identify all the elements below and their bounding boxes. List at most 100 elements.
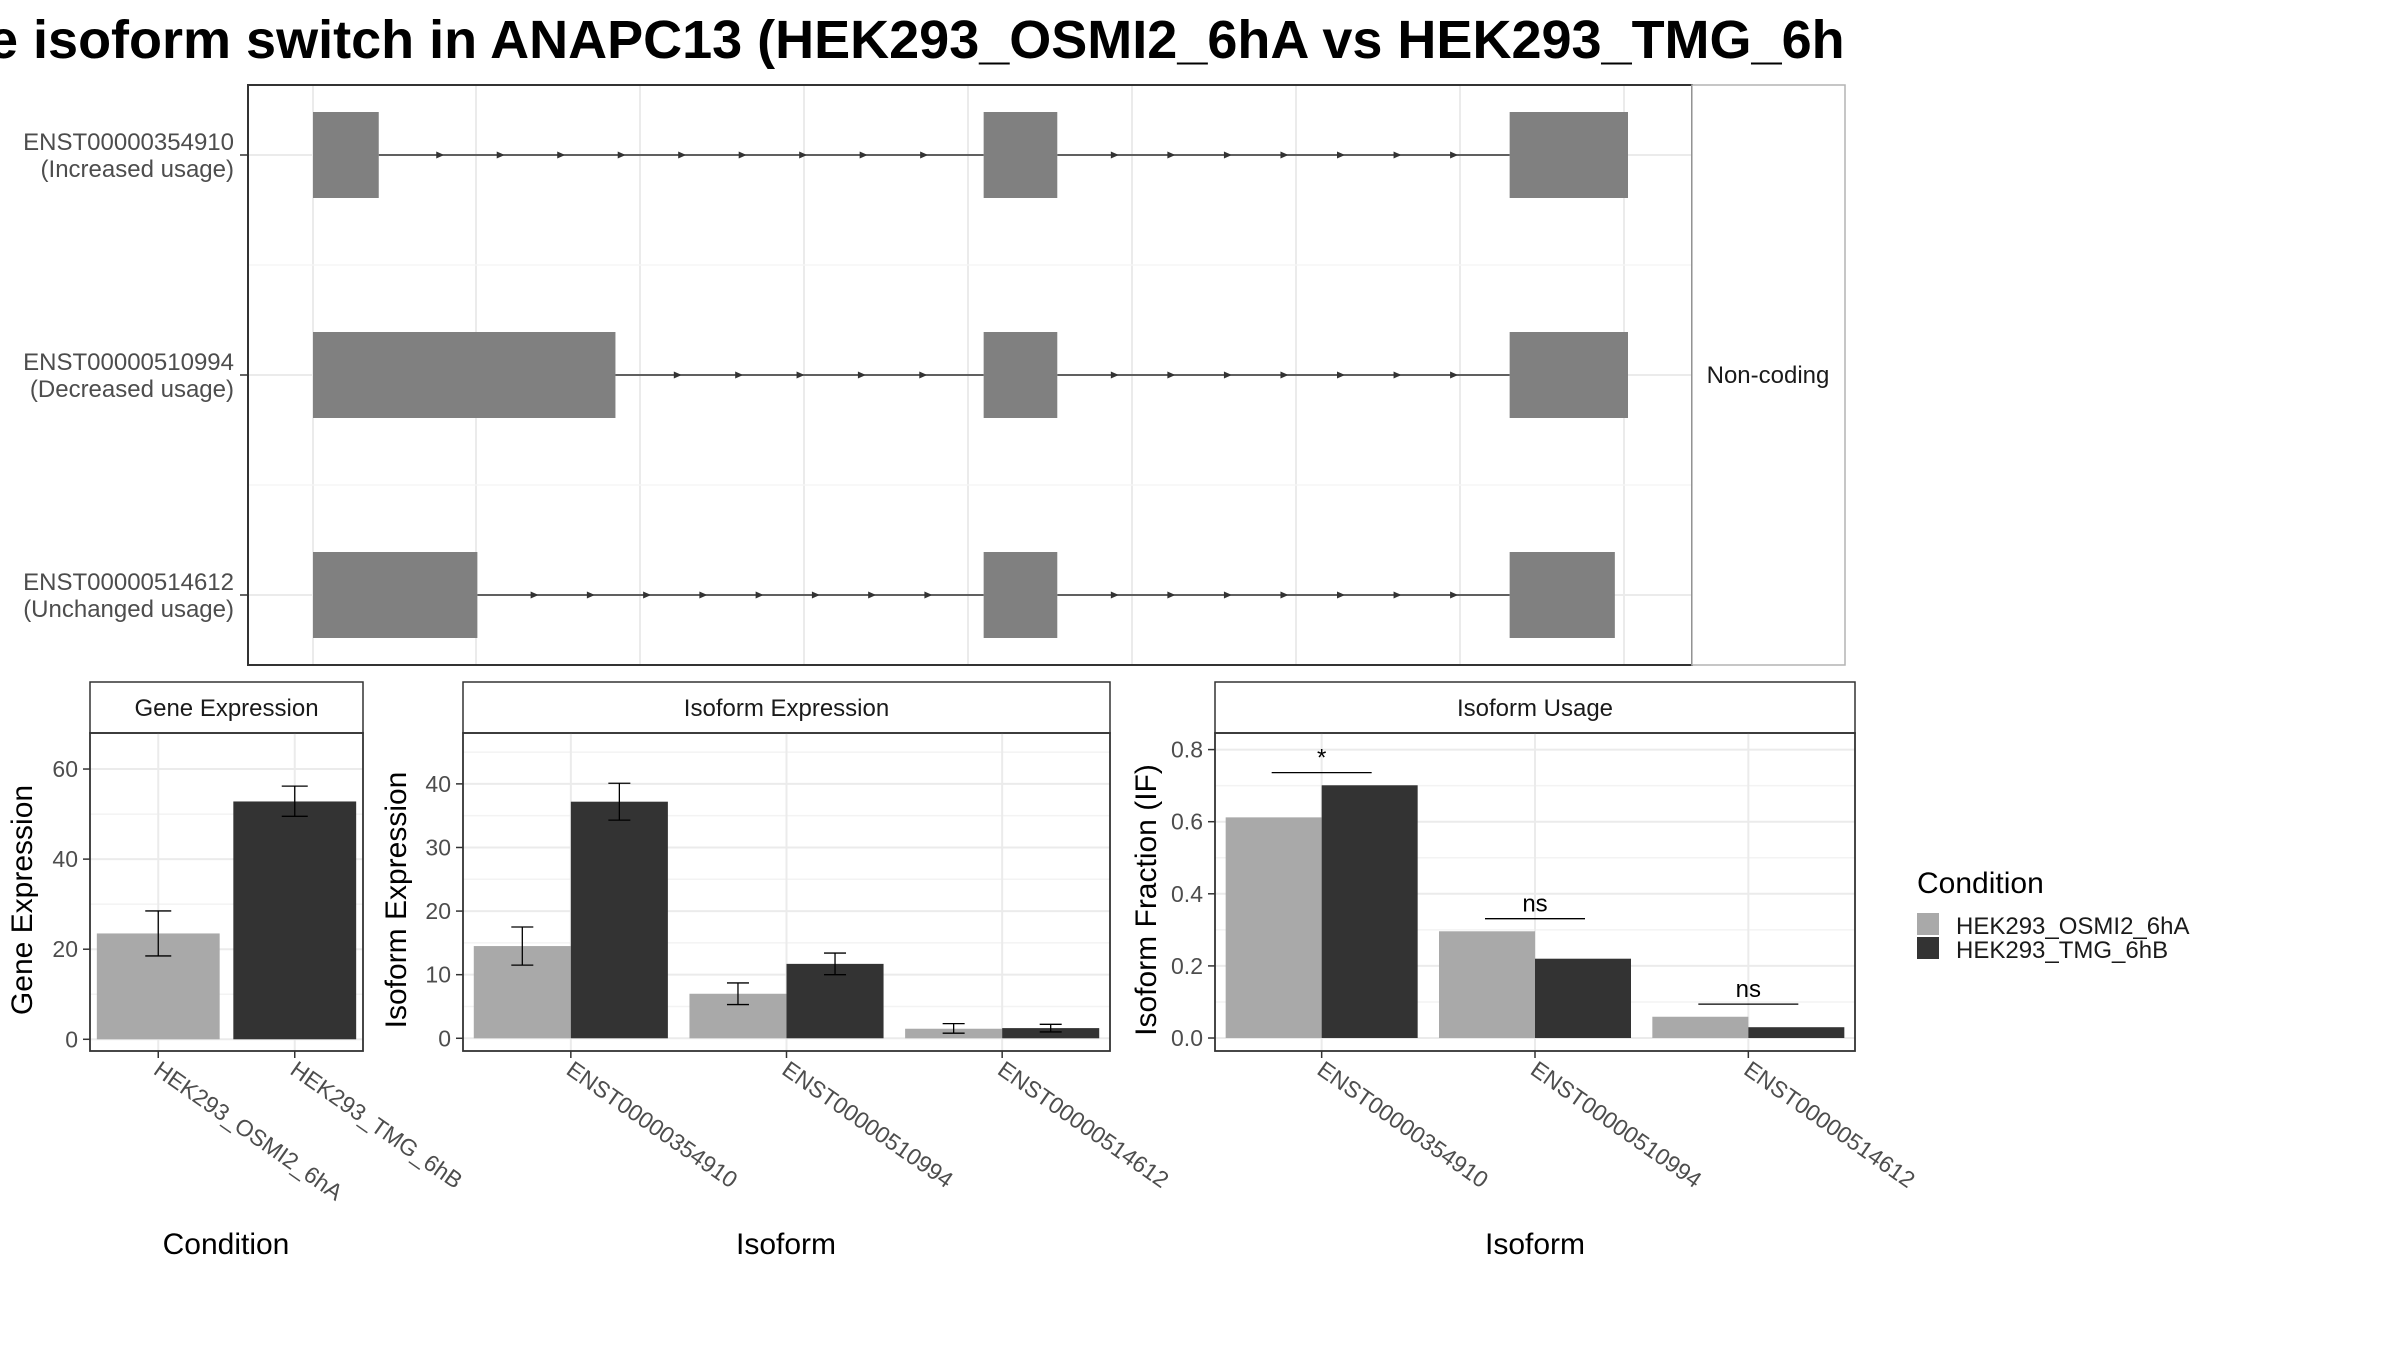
facet-strip-noncoding	[1691, 84, 1846, 666]
intron-arrow	[1280, 151, 1289, 159]
x-tick-label: ENST00000514612	[993, 1056, 1173, 1193]
bar-HEK293_OSMI2_6hA-ENST00000354910	[1225, 817, 1322, 1039]
intron-arrow	[868, 591, 877, 599]
transcript-label-id: ENST00000510994	[23, 349, 234, 376]
intron-arrow	[1337, 591, 1346, 599]
panel-title: Isoform Usage	[1457, 695, 1613, 722]
legend-title: Condition	[1917, 867, 2044, 900]
intron-arrow	[1223, 591, 1232, 599]
bar-HEK293_OSMI2_6hA-ENST00000510994	[1439, 931, 1535, 1039]
figure-title: e isoform switch in ANAPC13 (HEK293_OSMI…	[0, 10, 1845, 70]
intron-arrow	[924, 591, 933, 599]
panel-title: Isoform Expression	[684, 695, 889, 722]
x-axis-title: Condition	[163, 1228, 290, 1261]
intron-arrow	[617, 151, 626, 159]
transcript-ENST00000514612	[313, 552, 1615, 638]
transcript-labels: ENST00000354910(Increased usage) ENST0000…	[23, 129, 248, 623]
y-tick-label: 20	[425, 898, 451, 924]
legend-label-tmg: HEK293_TMG_6hB	[1956, 937, 2168, 964]
intron-arrow	[1450, 371, 1459, 379]
y-tick-label: 20	[52, 936, 78, 962]
exon	[983, 112, 1058, 198]
legend-label-osmi2: HEK293_OSMI2_6hA	[1956, 913, 2189, 940]
intron-arrow	[738, 151, 747, 159]
intron-arrow	[557, 151, 566, 159]
intron-arrow	[859, 151, 868, 159]
panel-isoform-expression: Isoform Expression 0 10 20 30 40 ENST000003549…	[380, 681, 1174, 1261]
structure-transcripts	[313, 112, 1628, 638]
x-tick-label: ENST00000510994	[1526, 1056, 1707, 1193]
y-axis-title: Isoform Expression	[380, 772, 413, 1029]
intron-arrow	[799, 151, 808, 159]
exon	[313, 552, 478, 638]
y-tick-label: 0.8	[1171, 737, 1203, 763]
exon	[313, 112, 379, 198]
intron-arrow	[1167, 591, 1176, 599]
intron-arrow	[530, 591, 539, 599]
intron-arrow	[699, 591, 708, 599]
significance-label: *	[1317, 745, 1326, 772]
y-tick-label: 0	[438, 1025, 451, 1051]
intron-arrow	[1167, 151, 1176, 159]
bar-HEK293_OSMI2_6hA-ENST00000514612	[1652, 1016, 1749, 1039]
intron-arrow	[857, 371, 866, 379]
intron-arrow	[1223, 151, 1232, 159]
legend-swatch-tmg	[1917, 937, 1939, 959]
bar-HEK293_TMG_6hB-ENST00000510994	[786, 963, 884, 1039]
intron-arrow	[1450, 151, 1459, 159]
intron-arrow	[1337, 151, 1346, 159]
y-tick-label: 0.6	[1171, 809, 1203, 835]
exon	[1509, 332, 1628, 418]
intron-arrow	[1110, 371, 1119, 379]
intron-arrow	[919, 371, 928, 379]
bar-HEK293_TMG_6hB	[233, 801, 357, 1040]
intron-arrow	[755, 591, 764, 599]
intron-arrow	[678, 151, 687, 159]
intron-arrow	[1393, 371, 1402, 379]
exon	[313, 332, 616, 418]
intron-arrow	[1167, 371, 1176, 379]
transcript-label-id: ENST00000514612	[23, 569, 234, 596]
panel-title: Gene Expression	[134, 695, 318, 722]
intron-arrow	[1280, 591, 1289, 599]
expression-panels: Gene Expression0204060HEK293_OSMI2_6hAHE…	[6, 681, 1920, 1261]
panel-frame	[89, 732, 364, 1052]
panel-strip	[89, 681, 364, 734]
intron-arrow	[586, 591, 595, 599]
transcript-label-usage: (Unchanged usage)	[23, 596, 234, 623]
intron-arrow	[1337, 371, 1346, 379]
facet-label-noncoding: Non-coding	[1707, 362, 1830, 389]
legend: Condition HEK293_OSMI2_6hA HEK293_TMG_6h…	[1917, 867, 2189, 964]
x-tick-label: ENST00000354910	[562, 1056, 742, 1193]
intron-arrow	[496, 151, 505, 159]
intron-arrow	[1110, 591, 1119, 599]
panel-strip	[1214, 681, 1856, 734]
intron-arrow	[643, 591, 652, 599]
significance-label: ns	[1736, 976, 1761, 1003]
y-tick-label: 40	[425, 771, 451, 797]
intron-arrow	[1393, 151, 1402, 159]
legend-swatch-osmi2	[1917, 913, 1939, 935]
panel-strip	[462, 681, 1111, 734]
exon	[1509, 552, 1615, 638]
intron-arrow	[796, 371, 805, 379]
intron-arrow	[1393, 591, 1402, 599]
x-axis-title: Isoform	[736, 1228, 836, 1261]
bar-HEK293_TMG_6hB-ENST00000354910	[1321, 785, 1418, 1039]
intron-arrow	[920, 151, 929, 159]
intron-arrow	[1450, 591, 1459, 599]
transcript-ENST00000354910	[313, 112, 1628, 198]
transcript-label-usage: (Increased usage)	[41, 156, 234, 183]
x-axis-title: Isoform	[1485, 1228, 1585, 1261]
bar-HEK293_TMG_6hB-ENST00000514612	[1748, 1027, 1845, 1039]
x-tick-label: ENST00000514612	[1739, 1056, 1919, 1193]
exon	[983, 332, 1058, 418]
transcript-label-id: ENST00000354910	[23, 129, 234, 156]
significance-label: ns	[1522, 891, 1547, 918]
exon	[983, 552, 1058, 638]
y-tick-label: 0.4	[1171, 881, 1203, 907]
y-tick-label: 30	[425, 834, 451, 860]
y-tick-label: 40	[52, 846, 78, 872]
bar-HEK293_TMG_6hB-ENST00000354910	[570, 801, 668, 1039]
